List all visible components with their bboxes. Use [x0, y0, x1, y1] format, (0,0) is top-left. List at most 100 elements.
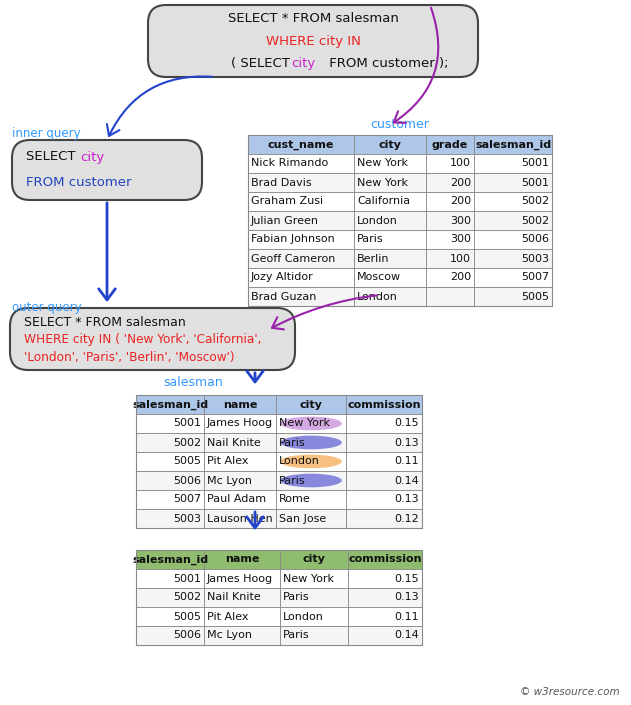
Bar	[136, 490, 204, 509]
Text: London: London	[283, 611, 324, 622]
Text: Jozy Altidor: Jozy Altidor	[251, 273, 314, 283]
Bar	[136, 550, 204, 569]
Bar	[426, 154, 474, 173]
Text: FROM customer: FROM customer	[26, 176, 131, 190]
Bar	[348, 588, 422, 607]
Text: 5001: 5001	[173, 573, 201, 584]
Text: grade: grade	[432, 140, 468, 149]
Bar	[248, 173, 354, 192]
Bar	[474, 173, 552, 192]
Bar	[248, 135, 552, 306]
Bar	[136, 395, 422, 528]
Bar	[276, 414, 346, 433]
Text: 5007: 5007	[521, 273, 549, 283]
Bar	[354, 192, 426, 211]
Bar	[136, 414, 204, 433]
Bar	[426, 230, 474, 249]
Text: cust_name: cust_name	[268, 140, 334, 149]
Text: Fabian Johnson: Fabian Johnson	[251, 235, 335, 245]
Text: 200: 200	[450, 197, 471, 207]
Bar	[348, 550, 422, 569]
Bar	[204, 490, 276, 509]
Text: outer query: outer query	[12, 300, 81, 314]
Bar	[136, 433, 204, 452]
FancyBboxPatch shape	[148, 5, 478, 77]
Bar	[426, 135, 474, 154]
Bar	[136, 588, 204, 607]
Text: 300: 300	[450, 216, 471, 226]
Text: 5003: 5003	[173, 513, 201, 524]
Bar	[136, 471, 204, 490]
Text: Nick Rimando: Nick Rimando	[251, 159, 328, 168]
Text: FROM customer );: FROM customer );	[325, 56, 449, 70]
Bar	[354, 173, 426, 192]
Text: customer: customer	[370, 118, 430, 132]
Bar	[276, 509, 346, 528]
Bar	[204, 509, 276, 528]
Text: 5001: 5001	[521, 178, 549, 188]
Text: 5002: 5002	[521, 216, 549, 226]
Text: Lauson Hen: Lauson Hen	[207, 513, 273, 524]
Text: 5006: 5006	[173, 630, 201, 641]
Bar	[280, 569, 348, 588]
Bar	[204, 588, 280, 607]
Text: 5001: 5001	[521, 159, 549, 168]
Bar	[280, 607, 348, 626]
Text: SELECT * FROM salesman: SELECT * FROM salesman	[228, 13, 398, 25]
Bar	[474, 268, 552, 287]
Text: city: city	[302, 555, 326, 565]
Text: 5001: 5001	[173, 419, 201, 429]
Bar	[276, 471, 346, 490]
Bar	[136, 509, 204, 528]
Bar	[204, 395, 276, 414]
Bar	[204, 471, 276, 490]
Text: 5002: 5002	[173, 438, 201, 448]
Bar	[346, 471, 422, 490]
Text: Rome: Rome	[279, 494, 310, 505]
Text: 0.12: 0.12	[394, 513, 419, 524]
Bar	[348, 569, 422, 588]
Bar	[204, 433, 276, 452]
Text: Paris: Paris	[283, 630, 310, 641]
Text: city: city	[291, 56, 315, 70]
Text: 0.11: 0.11	[394, 611, 419, 622]
Bar	[426, 249, 474, 268]
Text: James Hoog: James Hoog	[207, 419, 273, 429]
Text: Berlin: Berlin	[357, 254, 389, 264]
Text: 0.15: 0.15	[394, 573, 419, 584]
Text: name: name	[225, 555, 259, 565]
Text: salesman: salesman	[163, 376, 223, 389]
Text: Mc Lyon: Mc Lyon	[207, 475, 252, 486]
Text: commission: commission	[348, 555, 422, 565]
Text: Paris: Paris	[279, 438, 305, 448]
Text: New York: New York	[357, 178, 408, 188]
Bar	[346, 509, 422, 528]
Text: 100: 100	[450, 159, 471, 168]
Text: inner query: inner query	[12, 128, 81, 140]
Text: Paul Adam: Paul Adam	[207, 494, 266, 505]
Text: salesman_id: salesman_id	[132, 554, 208, 565]
Bar	[346, 490, 422, 509]
Bar	[204, 550, 280, 569]
Bar	[136, 452, 204, 471]
Text: Nail Knite: Nail Knite	[207, 438, 261, 448]
Text: Moscow: Moscow	[357, 273, 401, 283]
Bar	[204, 414, 276, 433]
Bar	[474, 154, 552, 173]
FancyBboxPatch shape	[10, 308, 295, 370]
Bar	[354, 249, 426, 268]
Bar	[276, 433, 346, 452]
Text: 5007: 5007	[173, 494, 201, 505]
Text: London: London	[279, 457, 320, 467]
Text: 0.15: 0.15	[394, 419, 419, 429]
Text: Paris: Paris	[357, 235, 384, 245]
Text: © w3resource.com: © w3resource.com	[521, 687, 620, 697]
Bar	[248, 211, 354, 230]
Bar	[474, 135, 552, 154]
Bar	[346, 452, 422, 471]
Text: New York: New York	[279, 419, 330, 429]
Ellipse shape	[280, 436, 342, 449]
Bar	[204, 626, 280, 645]
Bar	[280, 588, 348, 607]
Text: 5006: 5006	[521, 235, 549, 245]
